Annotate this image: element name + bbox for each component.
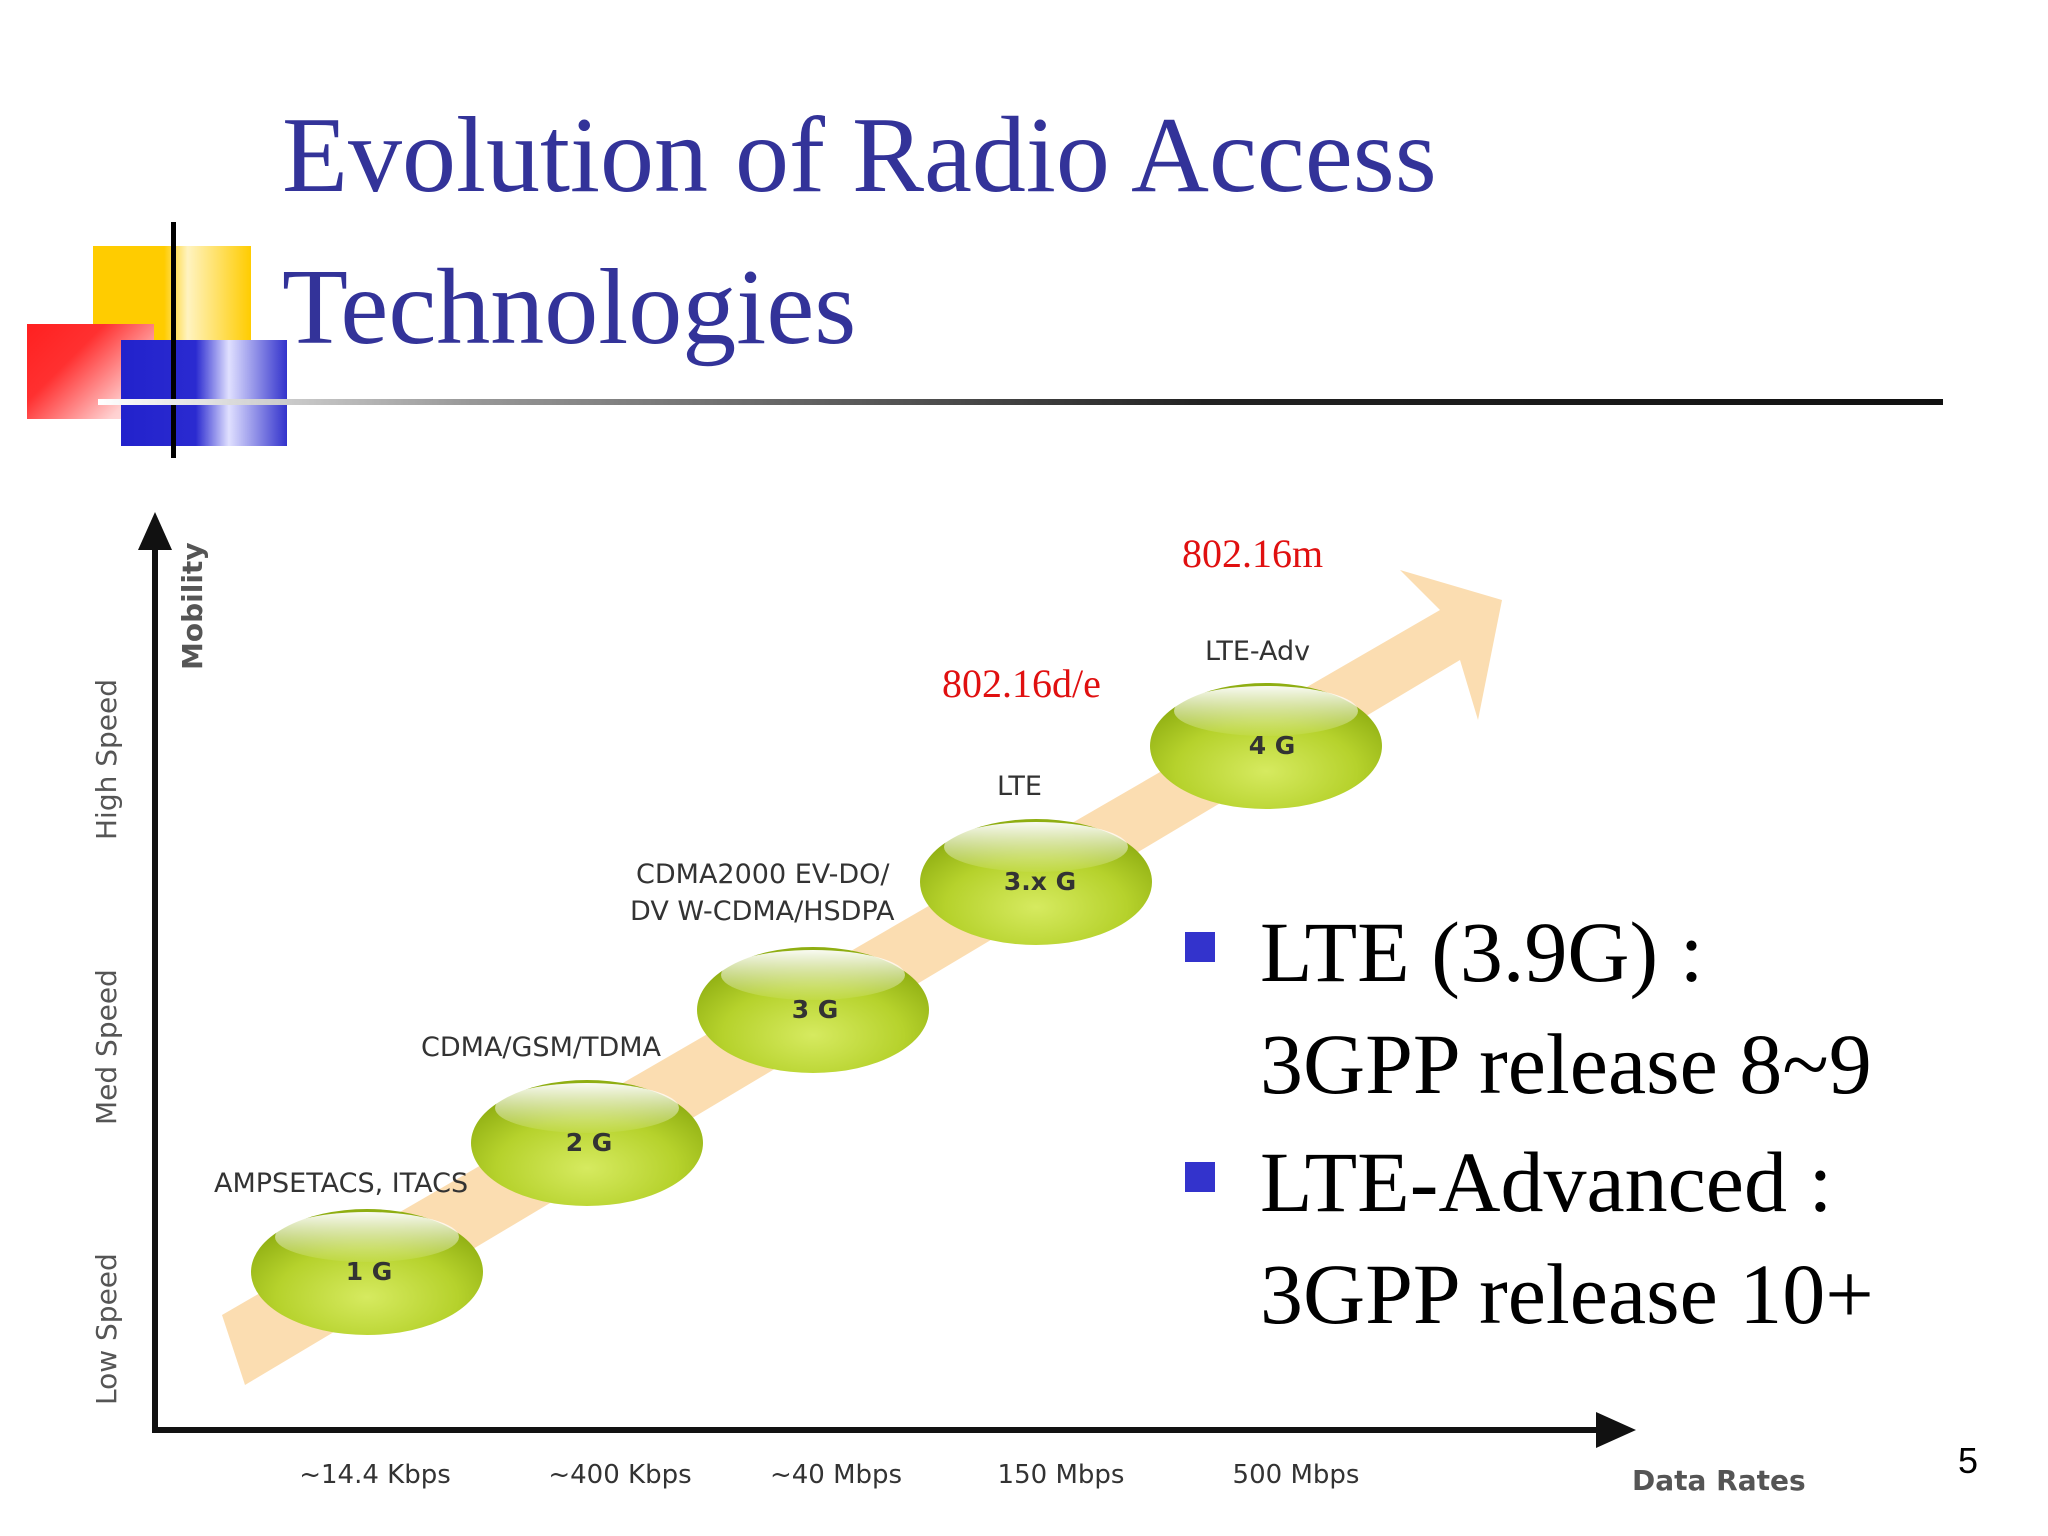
bubble-label: 3.x G <box>1004 867 1076 896</box>
page-number: 5 <box>1958 1440 1979 1481</box>
y-level-low: Low Speed <box>90 1253 123 1405</box>
slide-title: Evolution of Radio Access Technologies <box>282 80 1882 384</box>
x-tick: 150 Mbps <box>998 1460 1125 1490</box>
generation-label-3g-line2: DV W-CDMA/HSDPA <box>630 896 895 927</box>
generation-bubble-2g: 2 G <box>471 1080 703 1206</box>
bubble-label: 3 G <box>792 995 839 1024</box>
slide-title-line1: Evolution of Radio Access <box>282 96 1437 215</box>
x-axis-title: Data Rates <box>1632 1464 1806 1497</box>
slide-title-line2: Technologies <box>282 248 857 367</box>
annotation-802-16de: 802.16d/e <box>942 661 1101 706</box>
generation-label-2g: CDMA/GSM/TDMA <box>421 1032 662 1063</box>
title-underline <box>98 399 1943 405</box>
generation-label-3xg: LTE <box>997 771 1042 802</box>
annotation-802-16m: 802.16m <box>1182 531 1323 576</box>
x-axis-arrowhead <box>1596 1412 1636 1448</box>
x-tick: ~14.4 Kbps <box>299 1460 451 1490</box>
y-axis-title: Mobility <box>176 542 209 670</box>
generation-label-4g: LTE-Adv <box>1205 636 1310 667</box>
bullet-item: LTE-Advanced : 3GPP release 10+ <box>1185 1126 2035 1350</box>
generation-bubble-4g: 4 G <box>1150 683 1382 809</box>
bullet-line2: 3GPP release 8~9 <box>1260 1016 1872 1112</box>
generation-bubble-3xg: 3.x G <box>920 819 1152 945</box>
bullet-item: LTE (3.9G) : 3GPP release 8~9 <box>1185 896 2035 1120</box>
bubble-label: 1 G <box>346 1257 393 1286</box>
generation-bubble-1g: 1 G <box>251 1209 483 1335</box>
bubble-label: 2 G <box>566 1128 613 1157</box>
generation-bubble-3g: 3 G <box>697 947 929 1073</box>
bullet-line2: 3GPP release 10+ <box>1260 1246 1874 1342</box>
y-level-med: Med Speed <box>90 969 123 1125</box>
deco-vertical-line <box>171 222 176 458</box>
deco-blue-block <box>121 340 287 446</box>
bullet-square-icon <box>1185 1162 1215 1192</box>
bullet-line1: LTE-Advanced : <box>1260 1134 1833 1230</box>
x-tick: ~400 Kbps <box>548 1460 691 1490</box>
bullet-square-icon <box>1185 932 1215 962</box>
generation-label-1g: AMPSETACS, ITACS <box>214 1168 468 1199</box>
y-level-high: High Speed <box>90 679 123 840</box>
x-tick: 500 Mbps <box>1233 1460 1360 1490</box>
x-tick: ~40 Mbps <box>770 1460 902 1490</box>
bubble-label: 4 G <box>1249 731 1296 760</box>
bullet-line1: LTE (3.9G) : <box>1260 904 1704 1000</box>
bullet-list: LTE (3.9G) : 3GPP release 8~9 LTE-Advanc… <box>1185 896 2035 1356</box>
generation-label-3g-line1: CDMA2000 EV-DO/ <box>636 859 890 890</box>
y-axis-arrowhead <box>138 512 172 550</box>
